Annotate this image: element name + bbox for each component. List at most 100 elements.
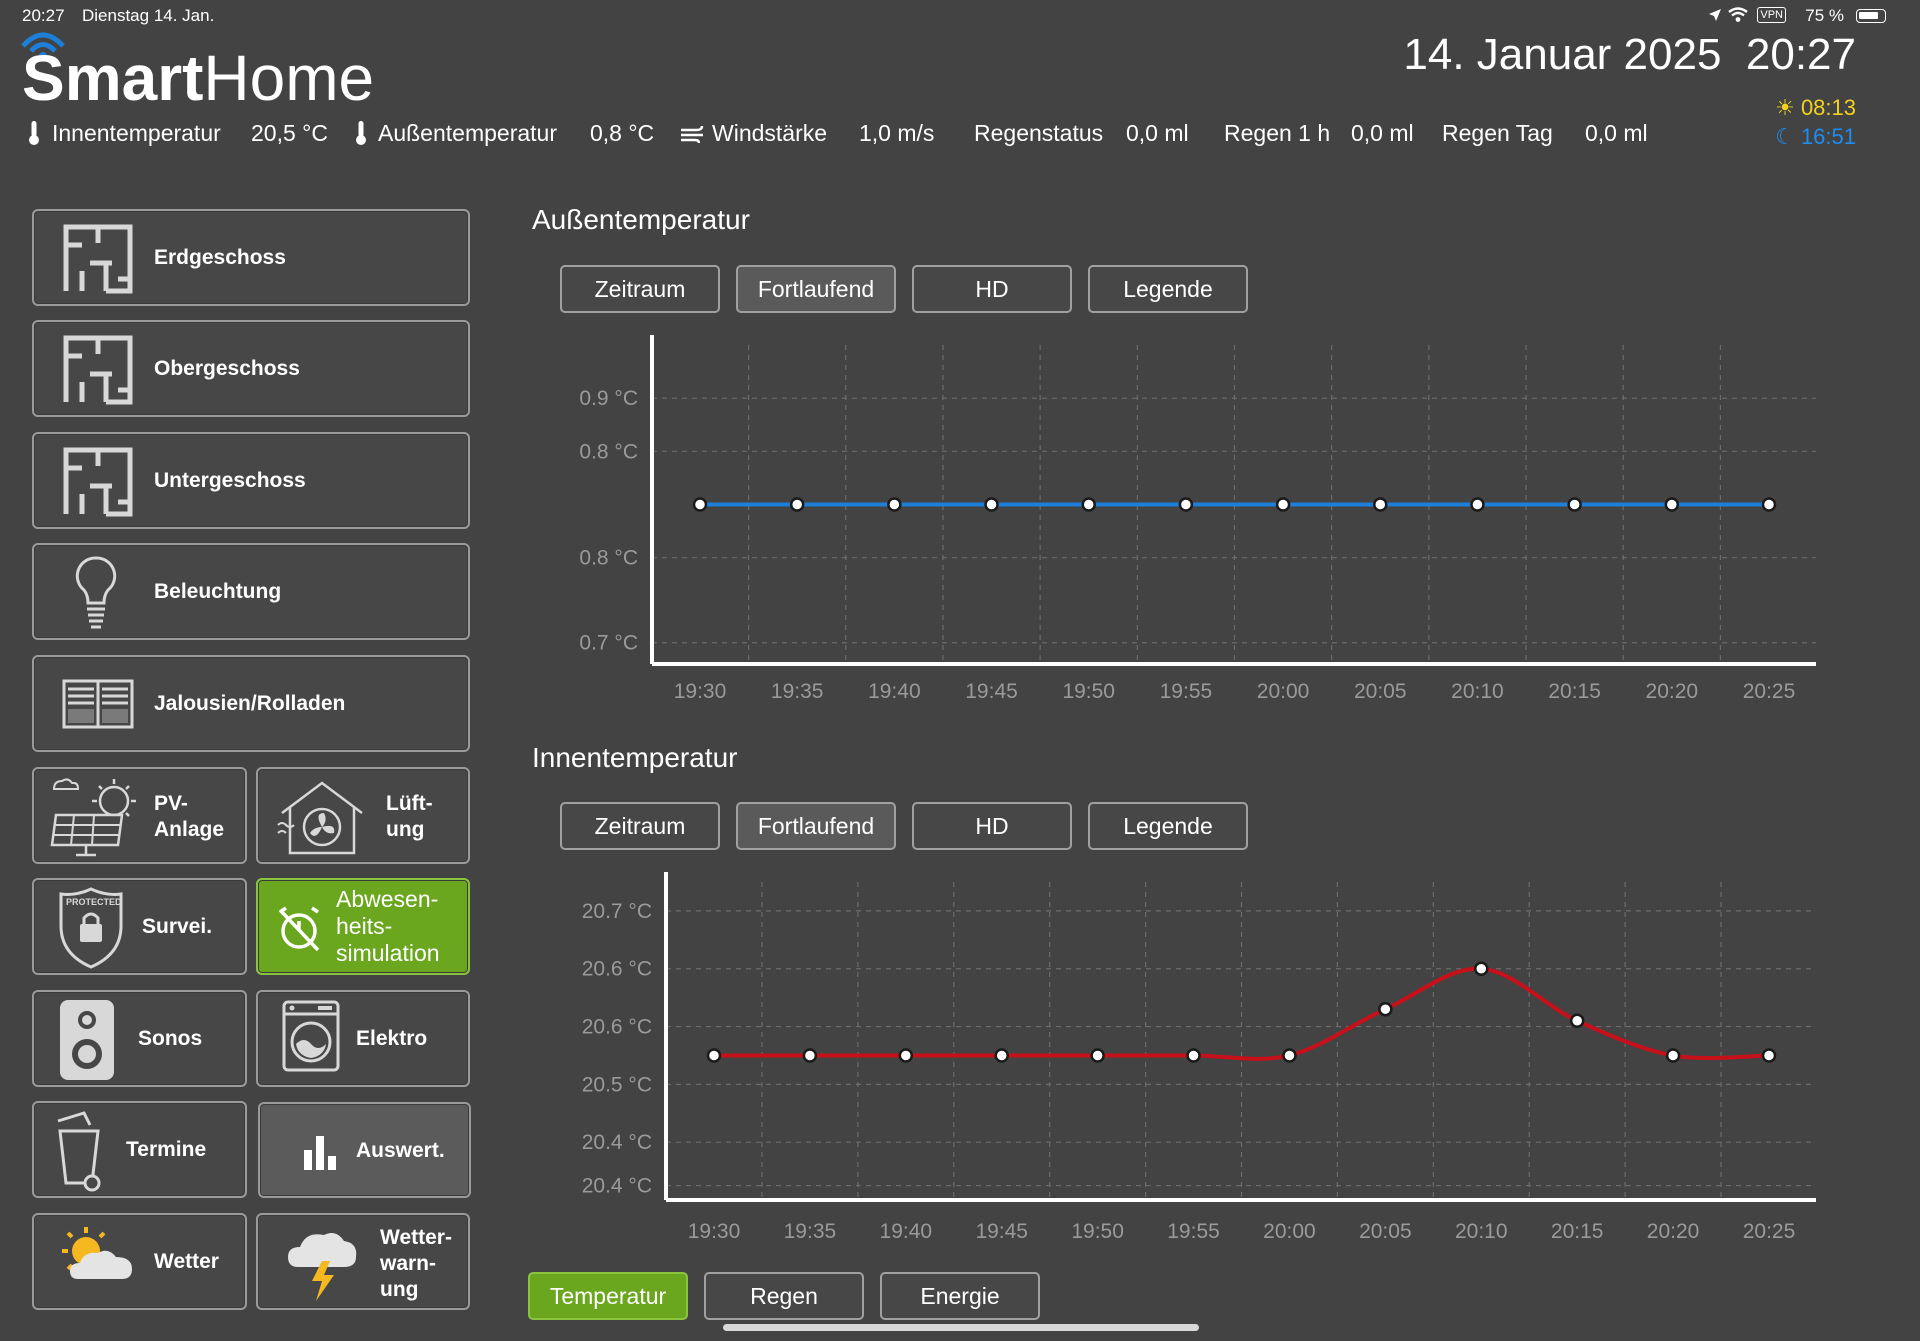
header-datetime: 14. Januar 2025 20:27 [1403,30,1856,80]
menu-wetter-button[interactable]: Wetter [32,1213,247,1310]
floorplan-icon [63,335,133,405]
indoor-xtick-label: 20:20 [1647,1220,1700,1243]
header-date: 14. Januar 2025 [1403,30,1722,79]
outdoor-data-point [887,497,902,512]
outdoor-temperature-chart: 0.9 °C 0.8 °C 0.8 °C 0.7 °C 19:30 19:35 19:40 1… [579,335,1816,703]
indoor-xtick-label: 19:55 [1167,1220,1220,1243]
vpn-badge: VPN [1757,7,1786,23]
floorplan-icon [63,447,133,517]
outdoor-data-point [1081,497,1096,512]
indoor-data-point [802,1048,818,1063]
menu-erdgeschoss-button[interactable]: Erdgeschoss [32,209,470,306]
sunset-time: 16:51 [1800,124,1856,149]
thunderstorm-icon [288,1233,357,1301]
menu-abwesenheit-label-2: heits- [336,913,393,939]
menu-jalousien-button[interactable]: Jalousien/Rolladen [32,655,470,752]
menu-abwesenheit-button[interactable]: Abwesen- heits- simulation [256,878,470,975]
indoor-xtick-label: 20:25 [1743,1220,1796,1243]
menu-pv-label-1: PV- [154,792,188,815]
menu-obergeschoss-button[interactable]: Obergeschoss [32,320,470,417]
menu-wetterwarnung-label-3: ung [380,1278,419,1301]
wind-label: Windstärke [712,120,828,146]
tab-temperatur[interactable]: Temperatur [528,1272,688,1320]
menu-sonos-label: Sonos [138,1027,203,1050]
outdoor-zeitraum-button[interactable]: Zeitraum [560,265,720,313]
sunrise: ☀ 08:13 [1775,95,1856,121]
outdoor-xtick-label: 19:40 [868,680,921,703]
indoor-data-point [1090,1048,1105,1063]
indoor-data-point [1474,961,1489,976]
horizontal-scrollbar[interactable] [723,1324,1199,1331]
outdoor-temp-label: Außentemperatur [378,120,557,146]
sunrise-time: 08:13 [1800,95,1856,120]
menu-pv-label-2: Anlage [154,818,225,841]
outdoor-legende-button[interactable]: Legende [1088,265,1248,313]
indoor-ytick-label: 20.5 °C [582,1073,652,1096]
indoor-temperature-chart: 20.7 °C 20.6 °C 20.6 °C 20.5 °C 20.4 °C 20.4 … [582,872,1816,1243]
indoor-hd-button[interactable]: HD [912,802,1072,850]
indoor-xtick-label: 19:50 [1071,1220,1124,1243]
moon-icon: ☾ [1775,124,1795,149]
logo-smart: Smart [22,42,204,114]
menu-wetter-label: Wetter [154,1250,219,1273]
outdoor-xtick-label: 19:30 [674,680,727,703]
menu-surveillance-label: Survei. [142,915,213,938]
indoor-data-point [898,1048,914,1063]
indoor-xtick-label: 19:35 [784,1220,837,1243]
menu-pv-anlage-button[interactable]: PV- Anlage [32,767,247,864]
indoor-xtick-label: 19:40 [880,1220,933,1243]
outdoor-fortlaufend-button[interactable]: Fortlaufend [736,265,896,313]
outdoor-data-point [1373,497,1388,512]
indoor-fortlaufend-button[interactable]: Fortlaufend [736,802,896,850]
indoor-chart-title: Innentemperatur [532,742,738,773]
rain-status-label: Regenstatus [974,120,1104,146]
outdoor-data-point [984,497,999,512]
thermometer-icon [356,121,366,145]
menu-surveillance-button[interactable]: PROTECTED Survei. [32,878,247,975]
indoor-data-point [1186,1048,1201,1063]
outdoor-ytick-label: 0.8 °C [579,547,638,570]
menu-obergeschoss-label: Obergeschoss [154,357,300,380]
outdoor-data-point [1567,497,1582,512]
sunset: ☾ 16:51 [1775,124,1856,150]
menu-termine-label: Termine [126,1138,207,1161]
indoor-temp-label: Innentemperatur [52,120,221,146]
outdoor-hd-button[interactable]: HD [912,265,1072,313]
menu-beleuchtung-button[interactable]: Beleuchtung [32,543,470,640]
rain-day-label: Regen Tag [1442,120,1553,146]
outdoor-ytick-label: 0.9 °C [579,387,638,410]
menu-wetterwarnung-label-2: warn- [380,1252,437,1275]
indoor-data-point [1761,1048,1777,1063]
indoor-ytick-label: 20.7 °C [582,900,652,923]
indoor-ytick-label: 20.4 °C [582,1131,652,1154]
outdoor-data-point [692,497,708,512]
menu-wetterwarnung-label-1: Wetter- [380,1226,452,1249]
indoor-legende-button[interactable]: Legende [1088,802,1248,850]
outdoor-xtick-label: 20:00 [1257,680,1310,703]
menu-untergeschoss-button[interactable]: Untergeschoss [32,432,470,529]
menu-wetterwarnung-button[interactable]: Wetter- warn- ung [256,1213,470,1310]
menu-lueftung-button[interactable]: Lüft- ung [256,767,470,864]
sun-cloud-icon [62,1227,132,1279]
indoor-ytick-label: 20.6 °C [582,958,652,981]
indoor-xtick-label: 19:45 [975,1220,1028,1243]
menu-sonos-button[interactable]: Sonos [32,990,247,1087]
rain-1h-value: 0,0 ml [1351,120,1414,146]
menu-termine-button[interactable]: Termine [32,1101,247,1198]
menu-elektro-button[interactable]: Elektro [256,990,470,1087]
outdoor-xtick-label: 20:05 [1354,680,1407,703]
tab-regen[interactable]: Regen [704,1272,864,1320]
outdoor-ytick-label: 0.7 °C [579,632,638,655]
menu-untergeschoss-label: Untergeschoss [154,469,306,492]
menu-lueftung-label-2: ung [386,818,425,841]
battery-percent: 75 % [1805,6,1844,25]
menu-auswertung-button[interactable]: Auswert. [258,1102,471,1198]
floorplan-icon [63,224,133,294]
indoor-xtick-label: 20:15 [1551,1220,1604,1243]
outdoor-data-point [789,497,805,512]
thermometer-icon [29,121,39,145]
app-logo: SmartHome [22,40,374,116]
outdoor-data-point [1664,497,1680,512]
indoor-zeitraum-button[interactable]: Zeitraum [560,802,720,850]
tab-energie[interactable]: Energie [880,1272,1040,1320]
